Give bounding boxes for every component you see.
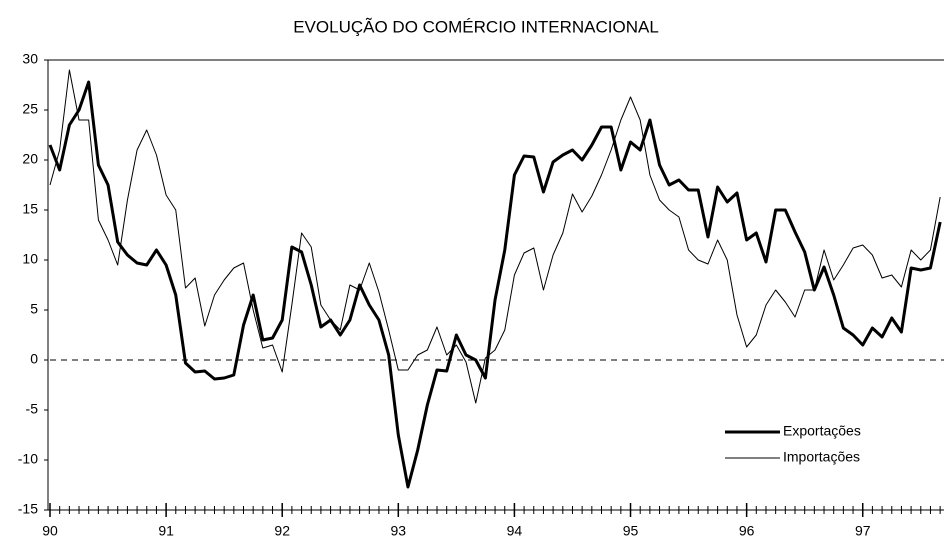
x-tick-label: 93 [391,523,407,539]
y-tick-label: -10 [18,451,38,467]
y-tick-label: 5 [30,301,38,317]
x-tick-label: 92 [274,523,290,539]
x-tick-label: 95 [623,523,639,539]
legend-label: Exportações [783,423,861,439]
y-tick-label: -5 [26,401,39,417]
y-tick-label: 30 [22,51,38,67]
y-tick-label: 10 [22,251,38,267]
x-tick-label: 94 [507,523,523,539]
series-line [48,80,942,489]
y-tick-label: 20 [22,151,38,167]
y-tick-label: 0 [30,351,38,367]
y-tick-label: 15 [22,201,38,217]
legend-label: Importações [783,449,860,465]
chart-title: EVOLUÇÃO DO COMÉRCIO INTERNACIONAL [293,17,659,36]
x-tick-label: 96 [739,523,755,539]
x-tick-label: 91 [158,523,174,539]
y-tick-label: -15 [18,501,38,517]
series-line [49,69,941,404]
x-tick-label: 97 [855,523,871,539]
x-tick-label: 90 [42,523,58,539]
y-tick-label: 25 [22,101,38,117]
